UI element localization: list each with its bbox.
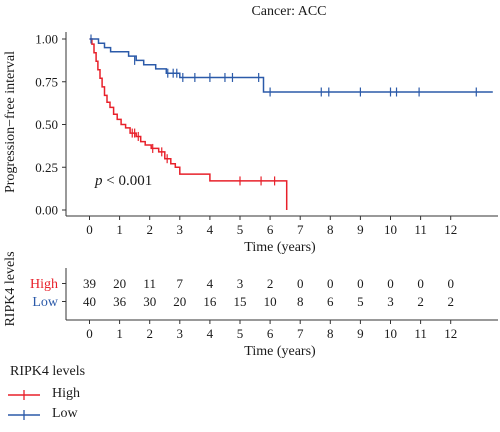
- x-tick-label-2: 2: [146, 222, 153, 237]
- risk-x-tick-label-9: 9: [357, 326, 364, 341]
- risk-x-tick-label-0: 0: [86, 326, 93, 341]
- risk-count-high-3: 7: [177, 276, 184, 291]
- risk-x-tick-label-2: 2: [146, 326, 153, 341]
- risk-count-high-8: 0: [327, 276, 334, 291]
- risk-x-tick-label-6: 6: [267, 326, 274, 341]
- risk-count-high-1: 20: [113, 276, 126, 291]
- x-tick-label-6: 6: [267, 222, 274, 237]
- risk-count-low-11: 2: [417, 294, 424, 309]
- chart-title: Cancer: ACC: [251, 4, 326, 19]
- risk-table-title: RIPK4 levels: [3, 251, 18, 326]
- x-tick-label-1: 1: [116, 222, 123, 237]
- risk-count-high-2: 11: [143, 276, 156, 291]
- risk-count-low-6: 10: [264, 294, 277, 309]
- y-tick-label-1.00: 1.00: [35, 32, 58, 47]
- x-tick-label-7: 7: [297, 222, 304, 237]
- risk-x-tick-label-12: 12: [444, 326, 457, 341]
- x-tick-label-11: 11: [414, 222, 427, 237]
- legend-title: RIPK4 levels: [10, 364, 86, 379]
- y-axis-title: Progression−free interval: [3, 51, 18, 193]
- risk-x-tick-label-5: 5: [237, 326, 244, 341]
- risk-count-high-0: 39: [83, 276, 96, 291]
- x-tick-label-8: 8: [327, 222, 334, 237]
- risk-count-low-8: 6: [327, 294, 334, 309]
- risk-count-low-5: 15: [234, 294, 247, 309]
- risk-x-tick-label-11: 11: [414, 326, 427, 341]
- risk-count-high-12: 0: [447, 276, 454, 291]
- risk-count-low-0: 40: [83, 294, 96, 309]
- risk-count-low-10: 3: [387, 294, 394, 309]
- risk-x-tick-label-3: 3: [177, 326, 184, 341]
- risk-count-high-10: 0: [387, 276, 394, 291]
- x-tick-label-0: 0: [86, 222, 93, 237]
- risk-count-low-12: 2: [447, 294, 454, 309]
- risk-x-tick-label-1: 1: [116, 326, 123, 341]
- y-tick-label-0.75: 0.75: [35, 74, 58, 89]
- x-tick-label-5: 5: [237, 222, 244, 237]
- legend-label-high: High: [52, 386, 80, 401]
- x-tick-label-12: 12: [444, 222, 457, 237]
- x-tick-label-10: 10: [384, 222, 397, 237]
- p-value-annotation: p < 0.001: [94, 173, 152, 189]
- risk-x-tick-label-4: 4: [207, 326, 214, 341]
- survival-curves: [89, 34, 493, 210]
- curve-high: [89, 38, 288, 210]
- y-tick-label-0.50: 0.50: [35, 117, 58, 132]
- risk-table-x-axis-title: Time (years): [244, 344, 316, 359]
- risk-count-high-5: 3: [237, 276, 244, 291]
- legend-label-low: Low: [52, 406, 78, 421]
- risk-count-high-11: 0: [417, 276, 424, 291]
- risk-count-low-1: 36: [113, 294, 127, 309]
- risk-x-tick-label-10: 10: [384, 326, 397, 341]
- risk-count-low-9: 5: [357, 294, 364, 309]
- risk-count-low-4: 16: [203, 294, 217, 309]
- curve-low: [89, 38, 493, 93]
- plot-axes: 0.000.250.500.751.000 1 2 3 4 5 6 7 8 9 10 11 12: [35, 32, 498, 237]
- legend: RIPK4 levels High Low: [8, 364, 208, 426]
- legend-swatch-high: [8, 390, 40, 400]
- legend-item-low: Low: [8, 406, 148, 424]
- risk-count-high-4: 4: [207, 276, 214, 291]
- risk-x-tick-label-8: 8: [327, 326, 334, 341]
- risk-count-low-3: 20: [173, 294, 186, 309]
- y-tick-label-0.00: 0.00: [35, 203, 58, 218]
- risk-row-label-high: High: [30, 277, 58, 292]
- x-tick-label-9: 9: [357, 222, 364, 237]
- risk-x-tick-label-7: 7: [297, 326, 304, 341]
- x-tick-label-4: 4: [207, 222, 214, 237]
- x-axis-title: Time (years): [244, 240, 316, 255]
- risk-count-low-2: 30: [143, 294, 156, 309]
- legend-item-high: High: [8, 386, 148, 404]
- risk-count-low-7: 8: [297, 294, 304, 309]
- legend-swatch-low: [8, 410, 40, 420]
- x-tick-label-3: 3: [177, 222, 184, 237]
- risk-count-high-7: 0: [297, 276, 304, 291]
- risk-count-high-6: 2: [267, 276, 274, 291]
- risk-count-high-9: 0: [357, 276, 364, 291]
- y-tick-label-0.25: 0.25: [35, 160, 58, 175]
- risk-row-label-low: Low: [32, 295, 59, 310]
